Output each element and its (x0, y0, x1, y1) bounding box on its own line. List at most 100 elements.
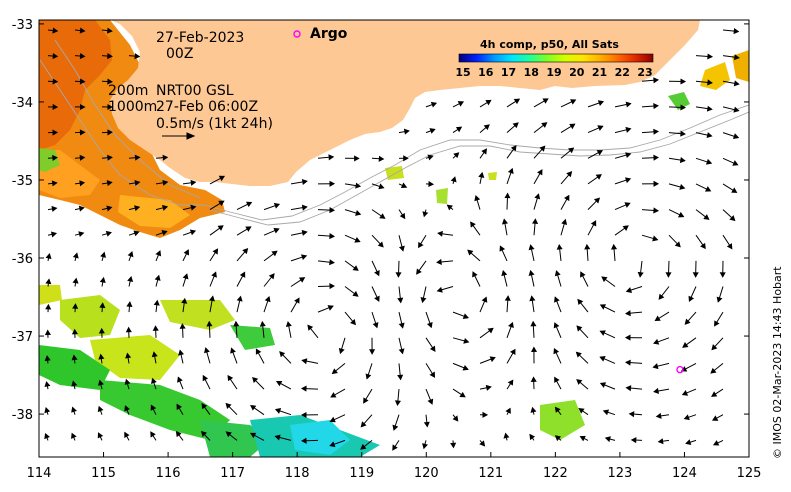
current-vector-head (429, 128, 436, 134)
current-vector-head (429, 371, 436, 378)
current-vector-head (700, 242, 706, 250)
current-vector-head (392, 424, 399, 431)
current-vector-head (503, 432, 510, 439)
current-vector-head (569, 123, 576, 130)
current-vector-head (44, 381, 51, 388)
current-vector-head (372, 322, 379, 329)
argo-legend-marker (293, 30, 301, 38)
current-vector-head (124, 431, 130, 439)
current-vector-head (202, 374, 209, 382)
lon-tick-label: 125 (737, 466, 762, 481)
current-vector-head (398, 322, 405, 329)
current-vector-head (528, 244, 535, 251)
current-vector-head (610, 243, 618, 250)
current-vector-head (479, 440, 486, 447)
colorbar-tick-label: 22 (615, 66, 630, 79)
current-vector-head (279, 351, 286, 358)
current-vector-head (52, 78, 59, 85)
lat-tick-label: -38 (12, 408, 33, 423)
current-vector-head (151, 351, 158, 358)
current-vector-head (397, 297, 404, 304)
current-vector-head (595, 174, 602, 180)
current-vector-head (452, 415, 459, 422)
current-vector-head (481, 148, 487, 155)
current-vector-head (328, 154, 335, 161)
current-vector-head (79, 27, 86, 34)
current-vector-head (105, 230, 112, 237)
lon-tick-label: 121 (478, 466, 503, 481)
hour-label: 00Z (166, 46, 193, 62)
current-vector-head (677, 211, 685, 218)
current-vector-head (726, 243, 733, 250)
current-vector-head (331, 368, 338, 375)
current-vector-head (300, 385, 307, 392)
current-vector-head (134, 154, 141, 161)
current-vector-head (399, 212, 406, 220)
lat-tick-label: -34 (12, 96, 33, 111)
current-vector-head (599, 304, 607, 310)
current-vector-head (653, 102, 659, 110)
current-vector-head (429, 345, 436, 352)
current-vector-head (622, 225, 629, 231)
current-vector-head (625, 385, 632, 392)
current-vector-head (298, 277, 306, 283)
current-vector-head (78, 205, 85, 212)
current-vector-head (71, 328, 78, 335)
current-vector-head (512, 122, 519, 129)
colorbar-tick-label: 17 (501, 66, 516, 79)
current-vector-head (450, 442, 457, 449)
current-vector-head (420, 297, 427, 304)
current-vector-head (350, 318, 356, 326)
current-vector-head (530, 346, 538, 353)
colorbar-tick-label: 23 (637, 66, 652, 79)
credit-label: © IMOS 02-Mar-2023 14:43 Hobart (771, 266, 784, 459)
current-vector-head (504, 192, 511, 199)
current-vector-head (653, 154, 660, 161)
lon-tick-label: 118 (285, 466, 310, 481)
current-vector-head (301, 178, 308, 186)
current-vector-head (501, 270, 508, 277)
current-vector-head (665, 272, 672, 278)
current-vector-head (98, 379, 104, 386)
current-vector-head (394, 400, 401, 407)
current-vector-head (134, 53, 141, 60)
current-vector-head (554, 270, 561, 277)
current-vector-head (579, 435, 586, 442)
current-vector-head (250, 405, 257, 411)
current-vector-head (275, 381, 283, 387)
current-vector-head (537, 169, 543, 176)
current-vector-head (151, 377, 157, 384)
current-vector-head (625, 310, 631, 317)
current-vector-head (301, 204, 308, 211)
current-vector-head (230, 347, 236, 354)
current-vector-head (273, 202, 281, 209)
current-vector-head (733, 54, 740, 61)
current-vector-head (707, 79, 713, 86)
current-vector-head (374, 270, 380, 277)
current-vector-head (200, 430, 207, 437)
current-vector-head (125, 352, 132, 359)
current-vector-head (52, 129, 59, 136)
current-vector-head (453, 152, 460, 159)
argo-float-marker[interactable] (676, 365, 684, 374)
current-vector-head (624, 202, 631, 208)
current-vector-head (553, 322, 560, 329)
product-time-label: 27-Feb 06:00Z (156, 99, 258, 115)
current-vector-head (106, 205, 113, 212)
current-vector-head (446, 204, 453, 211)
colorbar-tick-label: 20 (569, 66, 585, 79)
current-vector-head (556, 243, 563, 250)
current-vector-head (225, 431, 232, 438)
current-vector-head (566, 171, 573, 178)
current-vector-head (274, 408, 282, 414)
current-vector-head (707, 53, 714, 60)
current-vector-head (564, 194, 570, 202)
current-vector-head (126, 301, 133, 307)
lat-tick-label: -37 (12, 330, 33, 345)
current-vector-head (190, 204, 197, 211)
current-vector-head (242, 248, 249, 255)
current-vector-head (462, 313, 469, 320)
current-vector-head (369, 349, 376, 355)
current-vector-head (274, 434, 281, 441)
